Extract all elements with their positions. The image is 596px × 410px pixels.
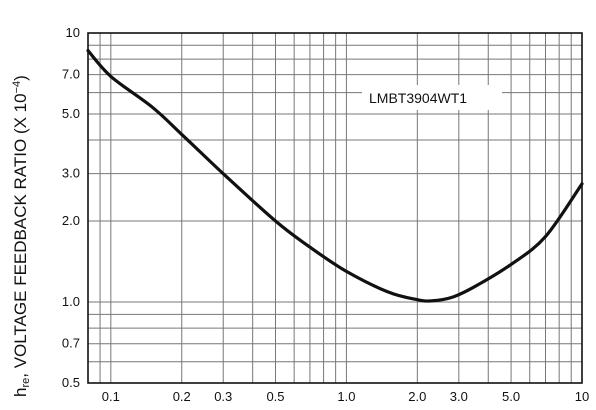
grid bbox=[88, 33, 582, 383]
x-tick-label: 2.0 bbox=[408, 389, 426, 404]
y-axis-label-close: ) bbox=[11, 75, 30, 81]
y-tick-label: 5.0 bbox=[62, 106, 80, 121]
x-tick-label: 0.1 bbox=[102, 389, 120, 404]
y-tick-label: 0.7 bbox=[62, 336, 80, 351]
y-axis-label-text: , VOLTAGE FEEDBACK RATIO (X 10 bbox=[11, 93, 30, 377]
y-axis-label-subscript: re bbox=[20, 378, 32, 388]
x-tick-label: 10 bbox=[575, 389, 589, 404]
device-label: LMBT3904WT1 bbox=[369, 90, 467, 106]
y-tick-label: 7.0 bbox=[62, 67, 80, 82]
y-tick-label: 10 bbox=[66, 25, 80, 40]
plot-frame bbox=[87, 32, 583, 384]
x-tick-label: 5.0 bbox=[502, 389, 520, 404]
annotation-background bbox=[362, 85, 502, 110]
y-tick-label: 1.0 bbox=[62, 294, 80, 309]
y-axis-label-superscript: −4 bbox=[11, 81, 23, 94]
series-line bbox=[86, 49, 584, 303]
y-axis-label-h: h bbox=[11, 388, 30, 397]
y-axis-label: hre, VOLTAGE FEEDBACK RATIO (X 10−4) bbox=[11, 75, 32, 397]
x-tick-label: 0.5 bbox=[266, 389, 284, 404]
x-tick-label: 0.2 bbox=[173, 389, 191, 404]
y-tick-label: 0.5 bbox=[62, 375, 80, 390]
y-tick-label: 2.0 bbox=[62, 213, 80, 228]
y-tick-label: 3.0 bbox=[62, 166, 80, 181]
x-tick-label: 1.0 bbox=[337, 389, 355, 404]
x-tick-label: 0.3 bbox=[214, 389, 232, 404]
x-tick-label: 3.0 bbox=[450, 389, 468, 404]
tick-labels: 0.1 0.2 0.3 0.5 1.0 2.0 3.0 5.0 10 0.5 0.7 1.0 2.0 3.… bbox=[62, 25, 589, 404]
